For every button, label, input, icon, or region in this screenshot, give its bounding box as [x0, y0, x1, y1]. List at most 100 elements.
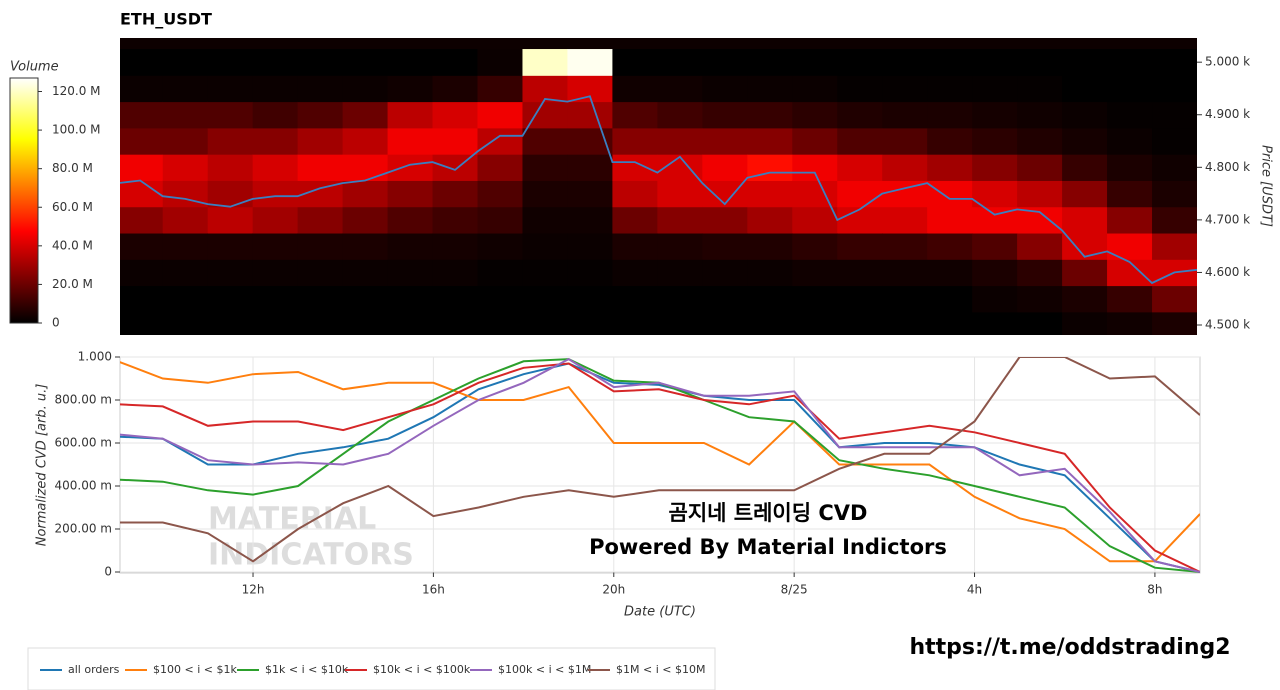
heat-cell	[747, 206, 793, 234]
y-tick-label: 4.900 k	[1205, 107, 1250, 121]
heat-cell	[1107, 180, 1153, 208]
heat-cell	[1062, 311, 1108, 335]
heat-cell	[297, 259, 344, 287]
heat-cell	[657, 259, 703, 287]
heat-cell	[612, 75, 658, 103]
heat-cell	[837, 285, 883, 313]
heat-cell	[432, 206, 479, 234]
heat-cell	[1152, 180, 1197, 208]
heat-cell	[522, 311, 568, 335]
heat-cell	[927, 259, 973, 287]
heat-cell	[567, 49, 613, 76]
heat-cell	[162, 127, 209, 155]
heat-cell	[927, 75, 973, 103]
heat-cell	[252, 180, 299, 208]
y-tick-label: 5.000 k	[1205, 55, 1250, 69]
annotation: Powered By Material Indictors	[589, 535, 947, 559]
heat-cell	[120, 259, 164, 287]
heat-cell	[252, 259, 299, 287]
heat-cell	[567, 180, 613, 208]
heat-cell	[432, 101, 479, 129]
heat-cell	[792, 285, 838, 313]
heat-cell	[747, 259, 793, 287]
heat-cell	[1062, 154, 1108, 181]
heat-cell	[297, 311, 344, 335]
heat-cell	[702, 49, 748, 76]
heat-cell	[792, 127, 838, 155]
heat-cell	[1107, 259, 1153, 287]
heat-cell	[120, 154, 164, 181]
heat-cell	[927, 311, 973, 335]
legend-label: $100k < i < $1M	[498, 663, 591, 676]
heat-cell	[612, 233, 658, 260]
heat-cell	[252, 154, 299, 181]
legend-label: $10k < i < $100k	[373, 663, 471, 676]
heat-cell	[1152, 206, 1197, 234]
heat-cell	[120, 75, 164, 103]
y-tick-label: 4.800 k	[1205, 160, 1250, 174]
heat-cell	[477, 206, 523, 234]
heat-cell	[522, 233, 568, 260]
heat-cell	[837, 127, 883, 155]
heat-cell	[477, 127, 523, 155]
heat-cell	[252, 75, 299, 103]
heat-cell	[1017, 154, 1063, 181]
heat-cell	[792, 154, 838, 181]
heat-cell	[1017, 285, 1063, 313]
heat-cell	[432, 180, 479, 208]
heat-cell	[522, 127, 568, 155]
heat-cell	[972, 101, 1018, 129]
heat-cell	[342, 101, 389, 129]
heat-cell	[162, 49, 209, 76]
heat-cell	[972, 49, 1018, 76]
heat-cell	[477, 285, 523, 313]
heat-cell	[162, 311, 209, 335]
heat-cell	[1152, 311, 1197, 335]
heat-cell	[657, 127, 703, 155]
heat-cell	[1017, 259, 1063, 287]
colorbar-tick-label: 80.0 M	[52, 161, 93, 175]
heat-cell	[297, 285, 344, 313]
heat-cell	[612, 49, 658, 76]
heat-cell	[477, 311, 523, 335]
heat-cell	[387, 49, 434, 76]
y-tick-label: 4.500 k	[1205, 318, 1250, 332]
heat-cell	[882, 233, 928, 260]
heat-cell	[162, 101, 209, 129]
heat-cell	[1017, 75, 1063, 103]
price-line	[120, 95, 1197, 285]
heat-cell	[297, 49, 344, 76]
heat-cell	[972, 259, 1018, 287]
heat-cell	[837, 311, 883, 335]
heat-cell	[207, 233, 254, 260]
heat-cell	[1152, 233, 1197, 260]
heat-cell	[207, 75, 254, 103]
heat-cell	[387, 127, 434, 155]
heat-cell	[1017, 311, 1063, 335]
heat-cell	[342, 311, 389, 335]
heat-cell	[522, 154, 568, 181]
heat-cell	[927, 206, 973, 234]
heat-cell	[387, 259, 434, 287]
heat-cell	[567, 311, 613, 335]
heat-cell	[1017, 180, 1063, 208]
heat-cell	[207, 101, 254, 129]
y-axis-label: Normalized CVD [arb. u.]	[35, 384, 50, 547]
heat-cell	[387, 101, 434, 129]
heat-cell	[297, 233, 344, 260]
heat-cell	[342, 180, 389, 208]
colorbar-tick-label: 20.0 M	[52, 277, 93, 291]
heat-cell	[120, 285, 164, 313]
heat-cell	[702, 259, 748, 287]
heat-cell	[1062, 259, 1108, 287]
heat-cell	[387, 75, 434, 103]
heat-cell	[120, 311, 164, 335]
heat-cell	[612, 285, 658, 313]
heat-cell	[252, 127, 299, 155]
heat-cell	[837, 233, 883, 260]
heat-cell	[207, 285, 254, 313]
heat-cell	[1062, 75, 1108, 103]
heat-cell	[972, 75, 1018, 103]
heat-cell	[342, 206, 389, 234]
